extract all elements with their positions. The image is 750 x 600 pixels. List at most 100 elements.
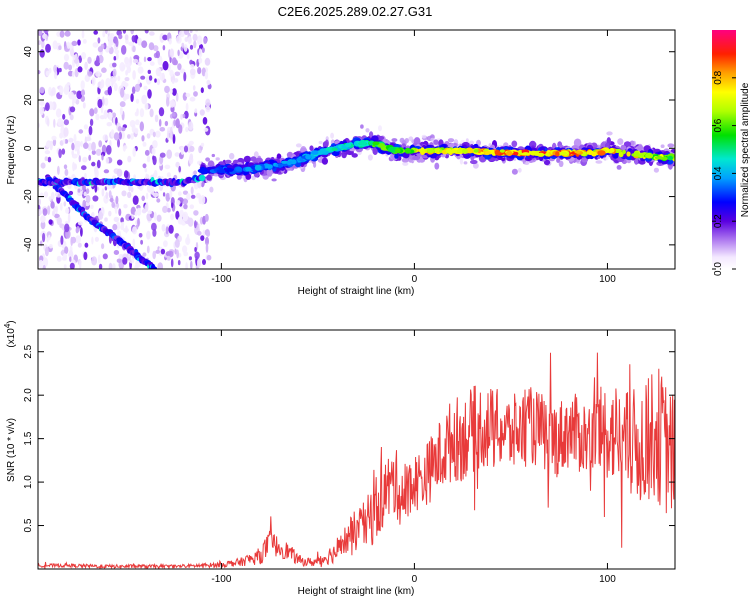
- snr-marks: [38, 352, 675, 569]
- x-tick-label: 100: [599, 574, 616, 585]
- trace-core-point: [537, 152, 545, 157]
- noise-mark: [71, 149, 74, 156]
- noise-mark: [71, 142, 75, 151]
- trace-core-point: [265, 164, 273, 169]
- noise-mark: [93, 107, 98, 114]
- noise-mark: [117, 75, 121, 82]
- colorbar-tick-label: 0.0: [713, 262, 724, 276]
- noise-mark: [64, 168, 69, 177]
- noise-mark: [118, 131, 123, 140]
- colorbar-tick-label: 0.2: [713, 214, 724, 228]
- noise-mark: [95, 71, 101, 77]
- noise-mark: [174, 71, 181, 77]
- noise-mark: [378, 125, 382, 132]
- noise-mark: [473, 162, 479, 169]
- noise-mark: [64, 30, 71, 37]
- noise-mark: [68, 137, 74, 143]
- trace-halo-point: [255, 157, 263, 163]
- noise-mark: [83, 124, 88, 130]
- trace-core-point: [494, 149, 501, 156]
- noise-mark: [95, 148, 102, 156]
- noise-mark: [459, 158, 463, 165]
- noise-mark: [70, 48, 75, 57]
- noise-mark: [53, 118, 56, 128]
- noise-mark: [98, 211, 104, 220]
- noise-mark: [92, 195, 99, 202]
- trace-core-point: [499, 149, 505, 153]
- trace-halo-point: [205, 157, 211, 162]
- noise-mark: [168, 250, 174, 258]
- trace-core-point: [290, 159, 297, 165]
- noise-mark: [189, 68, 196, 76]
- noise-mark: [202, 117, 208, 125]
- noise-mark: [203, 127, 209, 132]
- noise-mark: [169, 69, 174, 77]
- noise-mark: [180, 146, 184, 155]
- trace-core-point: [555, 151, 560, 157]
- noise-mark: [130, 186, 134, 193]
- noise-mark: [179, 68, 186, 74]
- noise-mark: [149, 31, 155, 36]
- noise-mark: [123, 170, 129, 179]
- noise-mark: [38, 30, 43, 37]
- noise-mark: [119, 62, 125, 72]
- noise-mark: [185, 262, 188, 269]
- trace-halo-point: [511, 140, 518, 148]
- noise-mark: [115, 195, 119, 205]
- noise-mark: [202, 229, 206, 237]
- noise-mark: [38, 209, 42, 216]
- noise-mark: [205, 98, 211, 108]
- noise-mark: [140, 75, 146, 80]
- noise-mark: [155, 249, 161, 254]
- noise-mark: [204, 57, 211, 66]
- noise-mark: [101, 67, 107, 73]
- trace-core-point: [597, 150, 606, 156]
- noise-mark: [63, 119, 69, 126]
- noise-mark: [114, 49, 120, 55]
- noise-mark: [102, 134, 109, 141]
- noise-mark: [206, 231, 211, 237]
- noise-mark: [108, 190, 112, 199]
- noise-mark: [141, 195, 145, 202]
- noise-mark: [127, 134, 131, 139]
- noise-mark: [120, 87, 125, 98]
- noise-mark: [192, 85, 196, 91]
- noise-mark: [161, 72, 165, 80]
- noise-mark: [151, 222, 157, 231]
- noise-mark: [177, 191, 182, 196]
- trace-halo-point: [543, 159, 551, 166]
- colorbar-ticks: 0.0 0.2 0.4 0.6 0.8: [712, 70, 736, 276]
- noise-mark: [39, 192, 44, 199]
- noise-mark: [62, 139, 66, 144]
- trace-core-point: [473, 149, 479, 153]
- noise-mark: [122, 82, 129, 88]
- snr-multiplier-close: ): [6, 320, 17, 323]
- noise-mark: [171, 57, 177, 66]
- noise-mark: [80, 80, 85, 90]
- noise-mark: [117, 125, 122, 132]
- noise-mark: [72, 54, 76, 60]
- noise-mark: [183, 71, 187, 82]
- noise-mark: [190, 260, 193, 269]
- noise-mark: [131, 124, 136, 133]
- noise-mark: [42, 208, 48, 216]
- noise-mark: [174, 238, 180, 248]
- trace-halo-point: [321, 157, 328, 165]
- noise-mark: [108, 112, 113, 121]
- noise-mark: [181, 42, 185, 48]
- noise-mark: [206, 79, 211, 86]
- trace-core-point: [419, 148, 426, 153]
- snr-multiplier-label: (x104): [3, 320, 17, 347]
- noise-mark: [653, 167, 660, 173]
- noise-mark: [65, 207, 70, 214]
- noise-mark: [175, 35, 182, 44]
- trace-core-point: [559, 151, 567, 156]
- noise-mark: [558, 160, 564, 167]
- noise-mark: [161, 224, 166, 232]
- noise-mark: [80, 140, 83, 148]
- noise-mark: [172, 88, 177, 96]
- noise-mark: [166, 149, 172, 159]
- noise-mark: [171, 202, 174, 209]
- noise-mark: [182, 198, 189, 205]
